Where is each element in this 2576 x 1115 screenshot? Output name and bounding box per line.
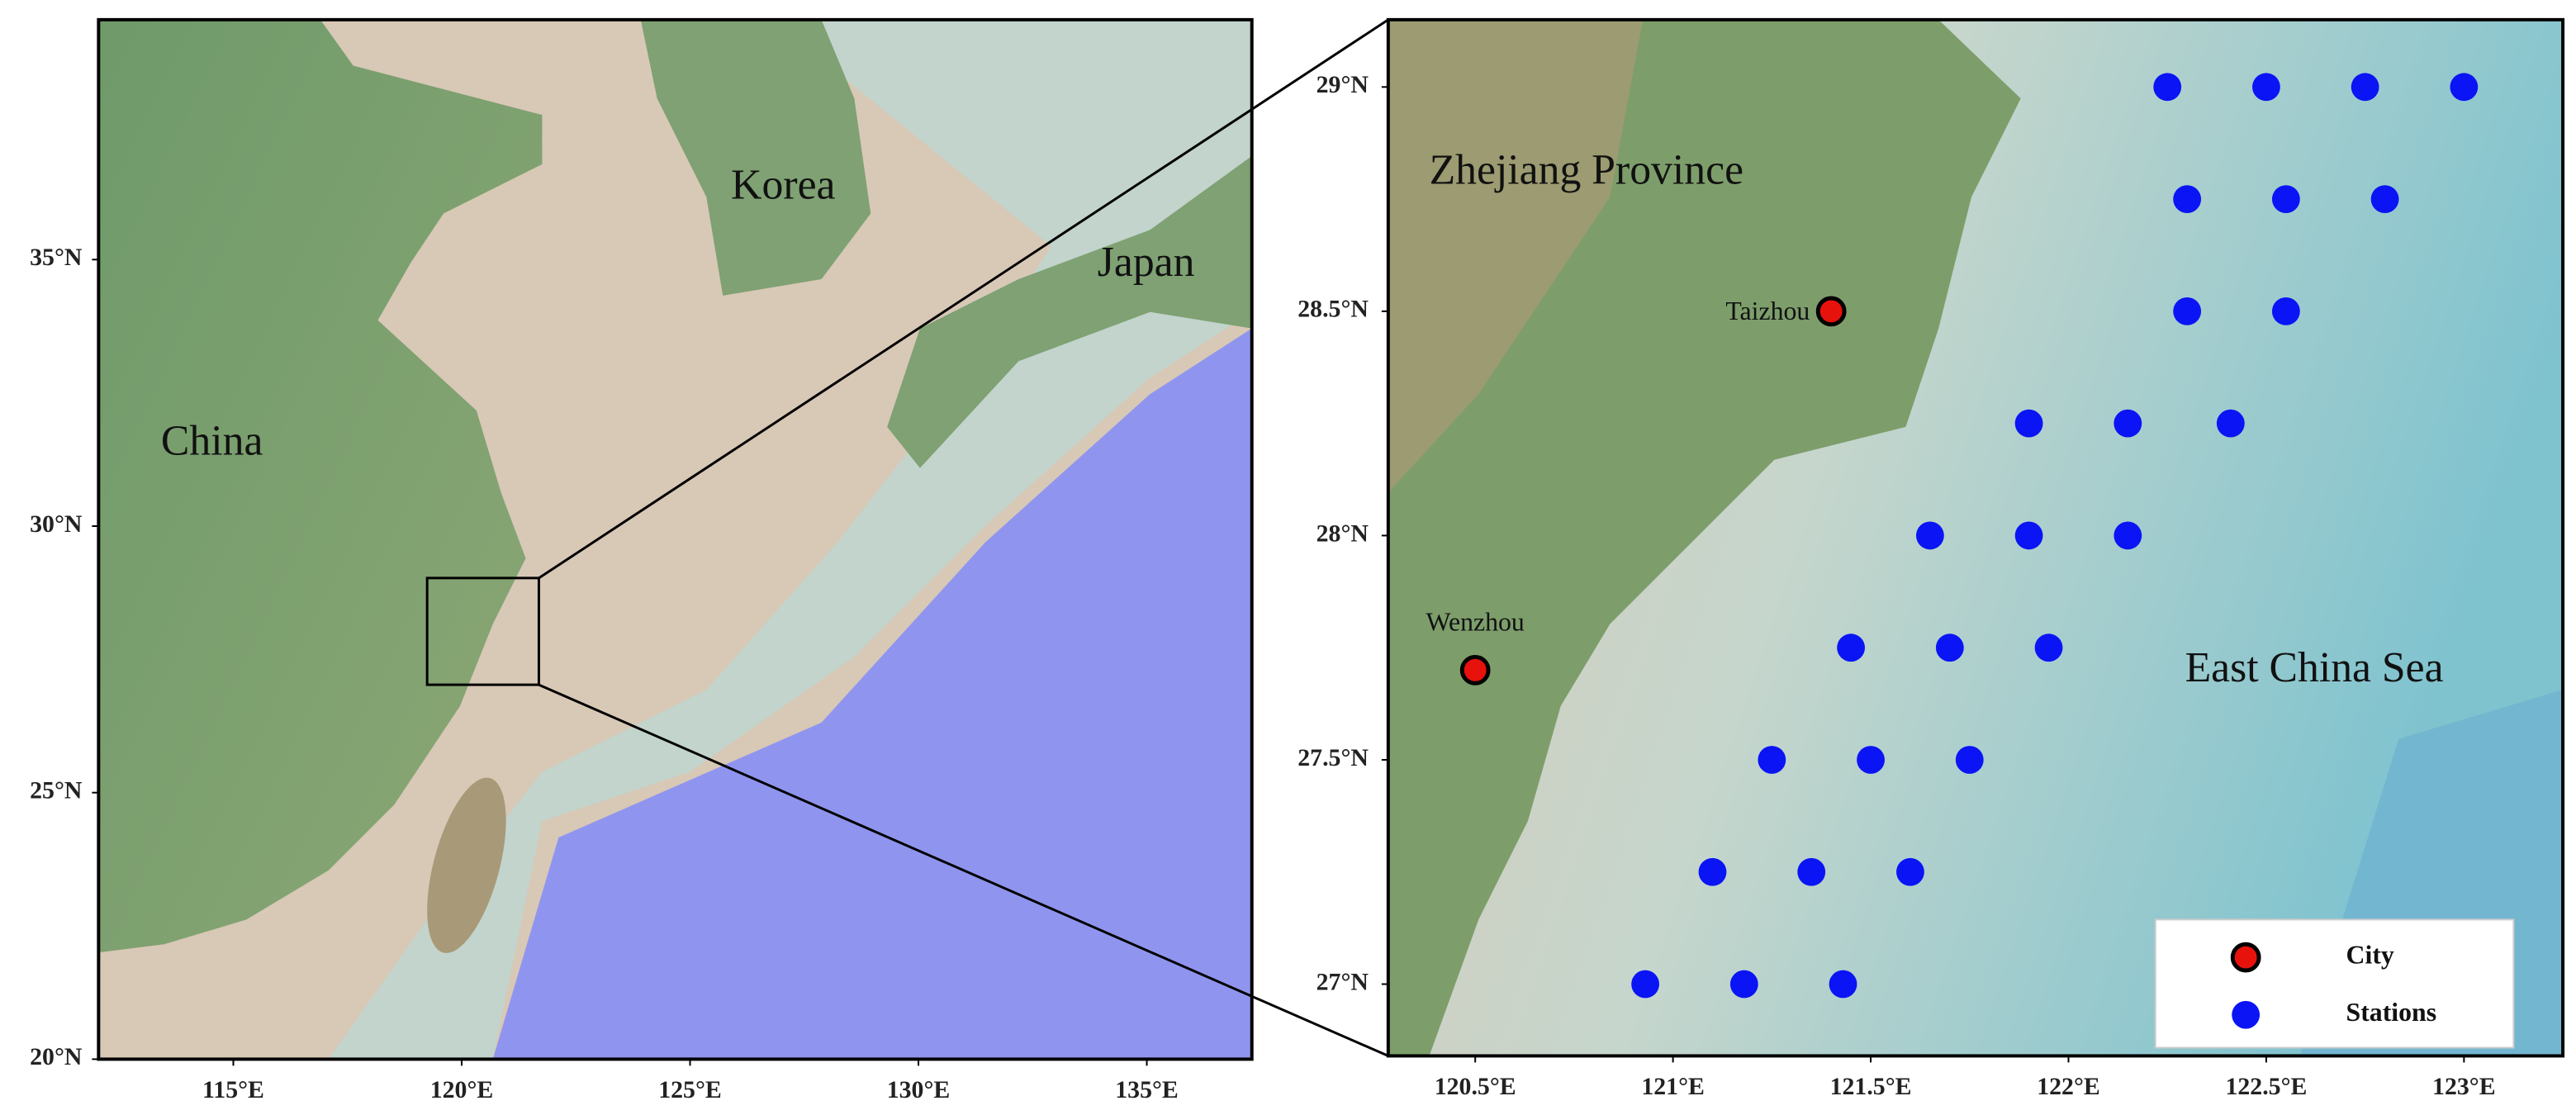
station <box>2216 409 2245 438</box>
region-label: Zhejiang Province <box>1430 147 1743 194</box>
station <box>1631 970 1660 999</box>
station <box>2113 409 2142 438</box>
legend-box <box>2154 918 2515 1049</box>
station <box>2173 297 2202 325</box>
y-tick-label: 28.5°N <box>1297 296 1369 323</box>
station <box>2034 633 2063 662</box>
station <box>1857 746 1885 774</box>
station <box>2252 73 2280 102</box>
station <box>2014 409 2043 438</box>
left-map-frame <box>97 17 1254 1061</box>
y-tick-label: 29°N <box>1316 71 1369 98</box>
left-map-background <box>98 19 1252 1060</box>
x-tick-label: 125°E <box>658 1076 722 1103</box>
x-tick-label: 115°E <box>202 1076 264 1103</box>
station <box>2450 73 2479 102</box>
station <box>2351 73 2379 102</box>
x-tick-label: 121°E <box>1641 1073 1705 1100</box>
station <box>1837 633 1866 662</box>
region-label: Japan <box>1098 239 1195 286</box>
y-tick-label: 30°N <box>30 510 83 538</box>
y-tick-label: 27.5°N <box>1297 744 1369 771</box>
station <box>2370 185 2399 213</box>
city <box>1815 296 1847 327</box>
city-label: Wenzhou <box>1426 608 1525 637</box>
station <box>1955 746 1984 774</box>
station <box>2173 185 2202 213</box>
x-tick-label: 130°E <box>887 1076 951 1103</box>
station <box>1698 857 1727 886</box>
region-label: China <box>161 418 263 465</box>
y-tick-label: 28°N <box>1316 520 1369 547</box>
station <box>1829 970 1857 999</box>
right-map-frame <box>1386 17 2565 1058</box>
station <box>1797 857 1826 886</box>
city <box>1459 654 1491 686</box>
station <box>1729 970 1758 999</box>
zoom-line <box>538 683 1389 1057</box>
y-tick-label: 27°N <box>1316 968 1369 995</box>
station <box>2271 185 2300 213</box>
legend-marker <box>2230 942 2261 973</box>
inset-box <box>425 576 540 686</box>
region-label: East China Sea <box>2185 644 2444 691</box>
zoom-line <box>538 18 1389 580</box>
station <box>1758 746 1786 774</box>
legend-label: City <box>2346 940 2394 969</box>
station <box>2014 521 2043 550</box>
station <box>1896 857 1924 886</box>
city-label: Taizhou <box>1725 297 1810 325</box>
legend: City Stations <box>2154 918 2515 1049</box>
y-tick-label: 20°N <box>30 1043 83 1070</box>
legend-label: Stations <box>2346 998 2437 1027</box>
x-tick-label: 120°E <box>430 1076 494 1103</box>
x-tick-label: 122.5°E <box>2225 1073 2307 1100</box>
station <box>1935 633 1964 662</box>
y-tick-label: 25°N <box>30 777 83 804</box>
x-tick-label: 123°E <box>2432 1073 2496 1100</box>
x-tick-label: 122°E <box>2037 1073 2100 1100</box>
station <box>2271 297 2300 325</box>
y-tick-label: 35°N <box>30 244 83 271</box>
legend-marker <box>2232 1000 2261 1029</box>
region-label: Korea <box>731 162 835 209</box>
x-tick-label: 135°E <box>1115 1076 1179 1103</box>
x-tick-label: 121.5°E <box>1830 1073 1912 1100</box>
station <box>2153 73 2182 102</box>
station <box>1915 521 1944 550</box>
x-tick-label: 120.5°E <box>1435 1073 1516 1100</box>
station <box>2113 521 2142 550</box>
